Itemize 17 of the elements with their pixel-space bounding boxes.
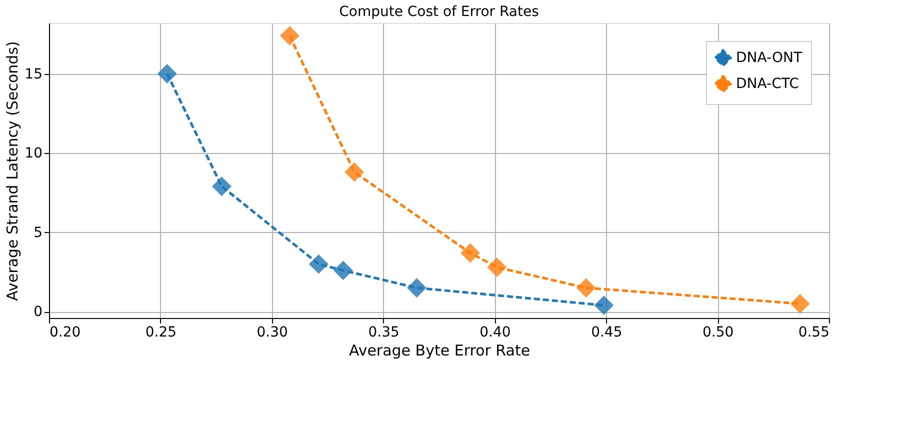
- y-tick-label: 0: [34, 304, 42, 320]
- y-tick-label: 15: [24, 66, 42, 82]
- x-tick-label: 0.20: [50, 324, 81, 340]
- legend-label: DNA-CTC: [736, 76, 800, 92]
- y-axis-title: Average Strand Latency (Seconds): [4, 41, 22, 301]
- x-tick-label: 0.55: [798, 324, 830, 340]
- x-axis-title: Average Byte Error Rate: [348, 342, 530, 360]
- x-tick-label: 0.35: [368, 324, 400, 340]
- x-tick-label: 0.40: [480, 324, 511, 340]
- chart-title: Compute Cost of Error Rates: [339, 4, 539, 20]
- x-tick-label: 0.25: [145, 324, 177, 340]
- legend-label: DNA-ONT: [736, 50, 802, 66]
- y-tick-label: 5: [34, 224, 42, 241]
- x-tick-label: 0.50: [702, 324, 734, 340]
- y-tick-label: 10: [24, 146, 42, 162]
- x-tick-label: 0.30: [256, 324, 288, 340]
- x-tick-label: 0.45: [591, 324, 622, 340]
